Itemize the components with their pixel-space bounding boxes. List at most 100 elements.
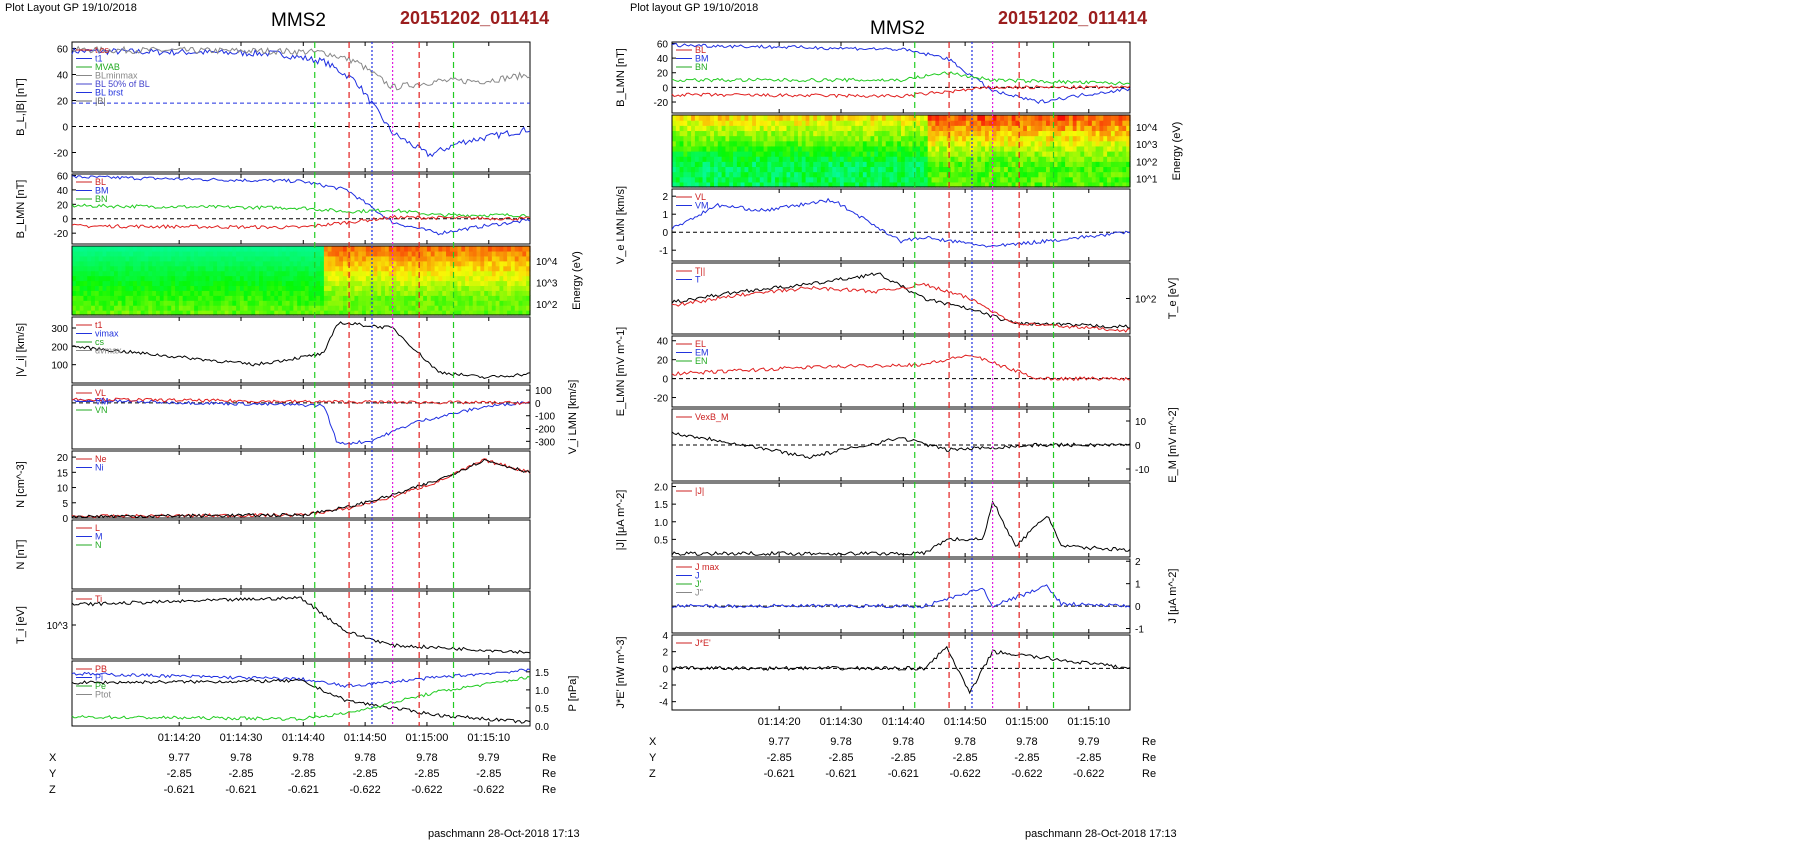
spectrogram-cell — [236, 290, 241, 296]
spectrogram-cell — [400, 275, 405, 282]
spectrogram-cell — [87, 295, 92, 301]
spectrogram-cell — [526, 310, 531, 316]
spectrogram-cell — [228, 300, 233, 306]
spectrogram-cell — [1042, 181, 1047, 188]
spectrogram-cell — [984, 145, 990, 152]
spectrogram-cell — [897, 171, 902, 178]
spectrogram-cell — [434, 290, 439, 296]
spectrogram-cell — [308, 305, 314, 311]
spectrogram-cell — [289, 260, 294, 267]
spectrogram-cell — [472, 260, 478, 267]
spectrogram-cell — [209, 280, 214, 287]
spectrogram-cell — [1053, 130, 1059, 137]
spectrogram-cell — [935, 120, 940, 126]
spectrogram-cell — [461, 260, 466, 267]
ephemeris-value: -0.622 — [1011, 768, 1042, 780]
spectrogram-cell — [323, 270, 329, 277]
spectrogram-cell — [194, 280, 199, 287]
spectrogram-cell — [209, 246, 214, 252]
spectrogram-cell — [1004, 135, 1009, 142]
spectrogram-cell — [740, 151, 746, 157]
spectrogram-cell — [239, 265, 245, 272]
spectrogram-cell — [236, 255, 241, 262]
spectrogram-cell — [476, 280, 481, 287]
spectrogram-cell — [465, 310, 470, 316]
spectrogram-cell — [175, 290, 180, 296]
spectrogram-cell — [301, 285, 306, 291]
spectrogram-cell — [1072, 120, 1078, 126]
spectrogram-cell — [1118, 115, 1123, 121]
spectrogram-cell — [1122, 161, 1127, 168]
spectrogram-cell — [350, 280, 356, 287]
spectrogram-cell — [996, 156, 1001, 162]
spectrogram-cell — [988, 120, 994, 126]
spectrogram-cell — [702, 135, 707, 142]
spectrogram-cell — [278, 295, 283, 301]
spectrogram-cell — [217, 295, 222, 301]
spectrogram-cell — [691, 130, 696, 137]
spectrogram-cell — [205, 300, 210, 306]
spectrogram-cell — [190, 300, 195, 306]
spectrogram-cell — [1011, 120, 1017, 126]
spectrogram-cell — [392, 285, 398, 291]
spectrogram-cell — [817, 161, 822, 168]
spectrogram-cell — [1053, 151, 1059, 157]
spectrogram-cell — [893, 166, 898, 173]
spectrogram-cell — [488, 270, 493, 277]
spectrogram-cell — [278, 250, 283, 257]
spectrogram-cell — [98, 270, 104, 277]
spectrogram-cell — [377, 290, 382, 296]
spectrogram-cell — [1034, 166, 1039, 173]
spectrogram-cell — [110, 275, 115, 282]
series-line — [71, 595, 531, 655]
spectrogram-cell — [786, 130, 791, 137]
spectrogram-cell — [320, 250, 325, 257]
y-tick-label: 0 — [662, 228, 668, 239]
spectrogram-cell — [91, 310, 96, 316]
spectrogram-cell — [969, 130, 975, 137]
spectrogram-cell — [725, 151, 730, 157]
spectrogram-cell — [874, 115, 879, 121]
spectrogram-cell — [236, 275, 241, 282]
spectrogram-cell — [381, 305, 386, 311]
spectrogram-cell — [503, 255, 508, 262]
legend-label: BL 50% of BL — [95, 79, 150, 89]
spectrogram-cell — [1004, 161, 1009, 168]
spectrogram-cell — [72, 310, 77, 316]
spectrogram-cell — [266, 285, 272, 291]
spectrogram-cell — [942, 130, 948, 137]
spectrogram-cell — [113, 270, 119, 277]
spectrogram-cell — [526, 265, 531, 272]
spectrogram-cell — [182, 246, 188, 252]
legend-label: EL — [695, 339, 706, 349]
spectrogram-cell — [954, 176, 959, 183]
spectrogram-cell — [83, 305, 88, 311]
spectrogram-cell — [320, 270, 325, 277]
spectrogram-cell — [675, 161, 681, 168]
spectrogram-cell — [526, 246, 531, 252]
spectrogram-cell — [790, 166, 795, 173]
spectrogram-cell — [958, 125, 963, 132]
spectrogram-cell — [1068, 135, 1074, 142]
spectrogram-cell — [683, 161, 688, 168]
spectrogram-cell — [996, 181, 1001, 188]
spectrogram-cell — [752, 161, 757, 168]
spectrogram-cell — [354, 305, 359, 311]
spectrogram-cell — [778, 161, 784, 168]
spectrogram-cell — [786, 181, 791, 188]
spectrogram-cell — [308, 275, 314, 282]
spectrogram-cell — [820, 161, 826, 168]
spectrogram-cell — [843, 171, 849, 178]
spectrogram-cell — [133, 275, 138, 282]
spectrogram-cell — [125, 246, 130, 252]
spectrogram-cell — [342, 250, 348, 257]
spectrogram-cell — [446, 300, 451, 306]
spectrogram-cell — [251, 300, 256, 306]
spectrogram-cell — [855, 115, 860, 121]
spectrogram-cell — [262, 305, 268, 311]
spectrogram-cell — [453, 265, 459, 272]
spectrogram-cell — [923, 120, 929, 126]
spectrogram-cell — [923, 145, 929, 152]
spectrogram-cell — [984, 176, 990, 183]
spectrogram-cell — [419, 285, 424, 291]
